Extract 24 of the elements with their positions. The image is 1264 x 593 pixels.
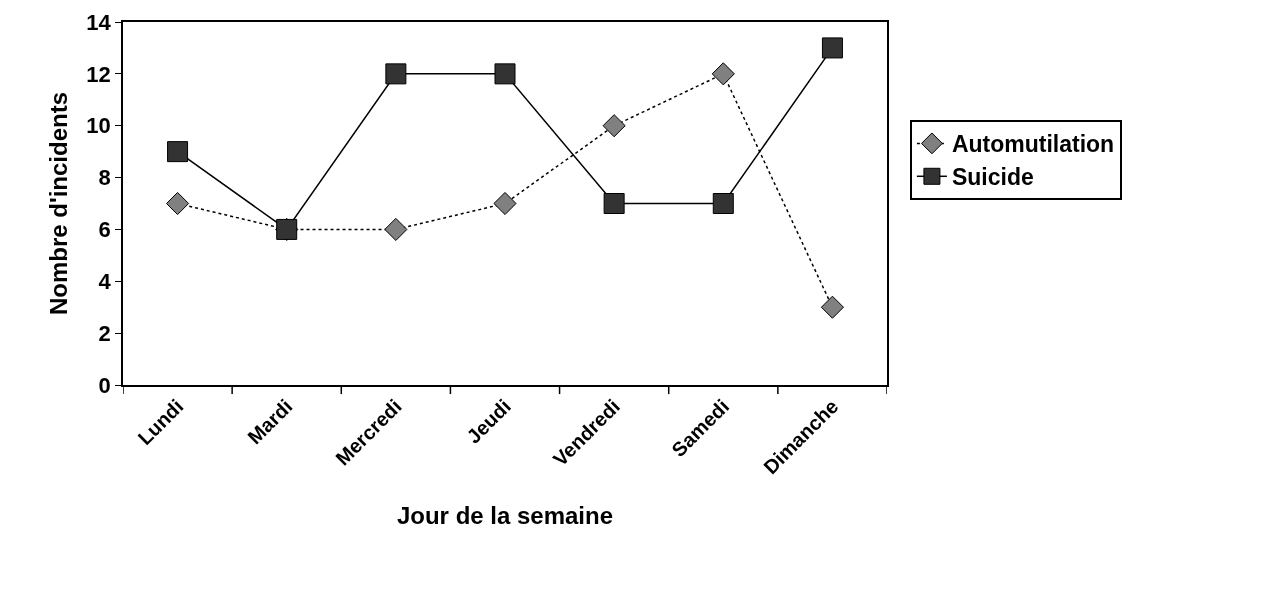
y-axis-title: Nombre d'incidents — [44, 91, 72, 316]
y-tick-label: 12 — [86, 61, 111, 87]
point — [602, 114, 626, 138]
point — [821, 37, 843, 59]
y-tick-label: 8 — [98, 165, 111, 191]
legend-label: Suicide — [951, 164, 1034, 191]
point — [712, 193, 734, 214]
legend-label: Automutilation — [951, 131, 1115, 158]
point — [711, 62, 735, 86]
y-tick-label: 14 — [86, 9, 112, 35]
point — [493, 191, 517, 216]
point — [820, 295, 844, 319]
y-tick-label: 4 — [98, 268, 112, 294]
x-axis-title: Jour de la semaine — [396, 502, 614, 530]
point — [166, 191, 190, 216]
y-tick-label: 2 — [98, 320, 111, 346]
point — [494, 63, 516, 85]
point — [167, 141, 189, 163]
point — [384, 217, 408, 241]
y-tick-label: 0 — [98, 372, 111, 398]
point — [603, 193, 625, 214]
y-tick-label: 10 — [86, 113, 111, 139]
point — [385, 63, 407, 85]
y-tick-label: 6 — [98, 217, 111, 243]
